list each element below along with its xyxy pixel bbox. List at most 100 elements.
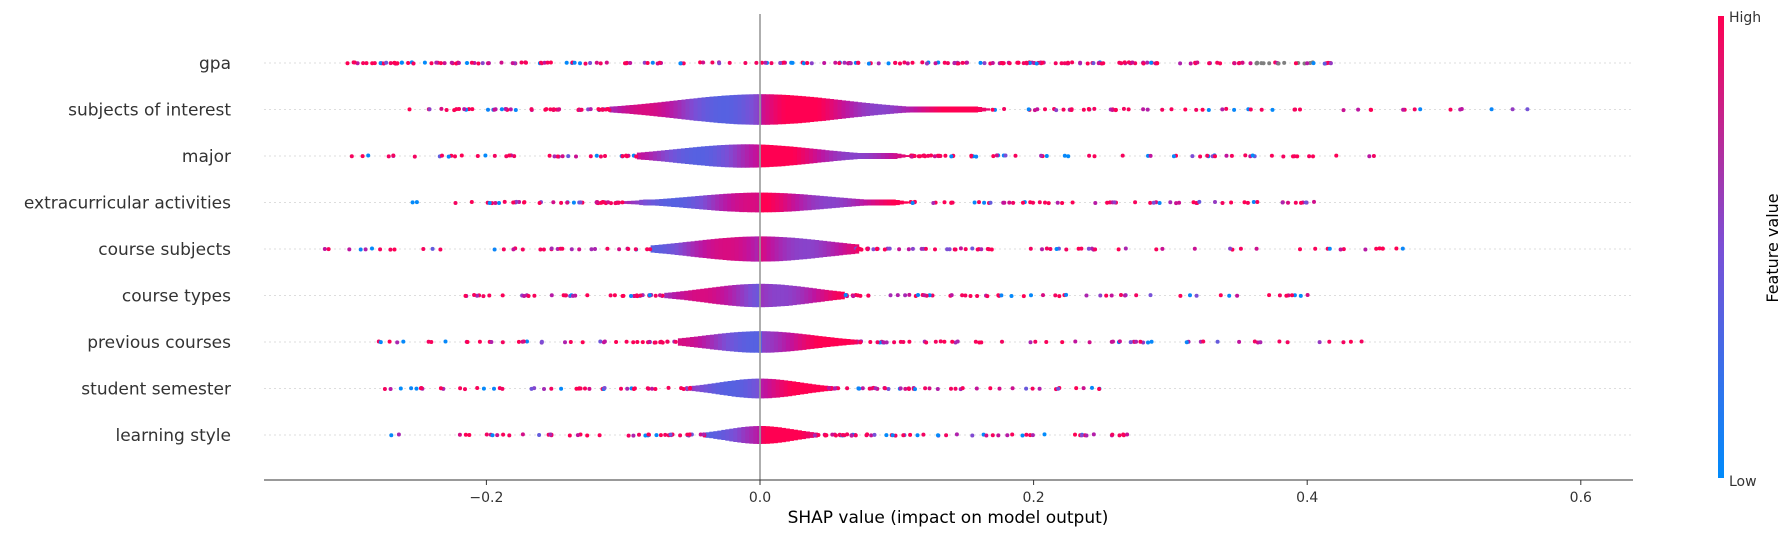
violin-slice (731, 380, 737, 397)
violin-slice (733, 428, 738, 442)
shap-point (1171, 154, 1176, 159)
shap-point (1070, 200, 1075, 205)
shap-point (419, 386, 424, 390)
shap-point (1145, 107, 1150, 112)
violin-slice (793, 429, 798, 441)
shap-point (1005, 433, 1010, 438)
violin-slice (652, 151, 658, 161)
shap-point (1028, 246, 1033, 251)
violin-slice (798, 238, 804, 260)
shap-point (1081, 107, 1086, 112)
shap-point (1041, 293, 1045, 298)
violin-slice (665, 101, 671, 118)
violin-slice (844, 152, 850, 160)
shap-point (538, 60, 543, 65)
violin-slice (732, 144, 738, 168)
violin-slice (802, 238, 808, 260)
violin-slice (658, 244, 664, 254)
violin-slice (830, 241, 836, 257)
violin-slice (929, 106, 935, 113)
shap-point (399, 60, 404, 65)
shap-point (949, 386, 953, 391)
shap-point (1178, 293, 1183, 298)
violin-slice (823, 385, 829, 392)
shap-point (481, 294, 486, 299)
shap-point (907, 387, 911, 391)
violin-slice (763, 192, 768, 213)
feature-row (264, 236, 1633, 262)
shap-point (1348, 339, 1353, 344)
violin-slice (751, 378, 757, 399)
violin-slice (765, 94, 771, 125)
shap-point (395, 61, 400, 66)
shap-point (1057, 294, 1062, 299)
violin-slice (676, 291, 681, 300)
violin-slice (746, 236, 752, 262)
shap-point (1525, 107, 1530, 112)
shap-point (459, 153, 464, 158)
shap-point (1282, 60, 1287, 65)
shap-point (1039, 153, 1044, 158)
violin-slice (836, 291, 841, 300)
violin-slice (693, 98, 699, 121)
shap-point (438, 247, 443, 252)
shap-point (1328, 61, 1333, 66)
shap-point (701, 432, 706, 437)
shap-point (1085, 61, 1090, 66)
shap-point (876, 61, 881, 66)
shap-point (623, 61, 627, 66)
feature-labels: gpa subjects of interest major extracurricu… (24, 54, 231, 446)
violin-slice (744, 144, 750, 168)
violin-slice (713, 96, 719, 123)
violin-slice (764, 144, 770, 168)
shap-point (915, 433, 920, 438)
violin-slice (747, 378, 753, 399)
shap-point (378, 340, 383, 345)
violin-slice (724, 144, 730, 168)
shap-point (1011, 200, 1016, 205)
violin-slice (712, 287, 717, 304)
shap-point (522, 294, 527, 298)
shap-point (698, 60, 703, 65)
violin-slice (855, 198, 860, 207)
shap-point (480, 61, 485, 66)
feature-row (264, 426, 1633, 444)
shap-point (395, 340, 400, 345)
violin-slice (899, 200, 904, 205)
violin-slice (793, 333, 799, 351)
shap-point (681, 387, 686, 391)
shap-point (884, 340, 889, 345)
shap-point (858, 293, 863, 298)
shap-point (999, 293, 1004, 298)
violin-slice (729, 95, 735, 124)
shap-point (857, 386, 862, 391)
shap-point (1232, 61, 1237, 66)
violin-slice (806, 239, 812, 259)
violin-slice (712, 145, 718, 167)
violin-slice (739, 193, 744, 213)
shap-point (484, 432, 489, 437)
shap-point (1056, 386, 1061, 391)
violin-slice (656, 150, 662, 162)
violin-slice (977, 107, 983, 112)
shap-point (657, 60, 662, 65)
shap-point (875, 340, 880, 345)
shap-point (401, 339, 406, 344)
shap-point (1322, 61, 1327, 66)
shap-point (580, 340, 585, 345)
violin-slice (809, 335, 815, 349)
shap-point (486, 107, 490, 112)
shap-point (1000, 61, 1005, 66)
shap-point (985, 294, 990, 299)
shap-point (924, 340, 929, 345)
shap-point (529, 107, 534, 112)
shap-point (936, 433, 940, 438)
shap-point (1218, 293, 1223, 298)
violin-slice (766, 236, 772, 262)
violin-slice (719, 194, 724, 211)
violin-slice (703, 195, 708, 210)
feature-row (264, 331, 1633, 353)
violin-slice (696, 289, 701, 302)
violin-slice (760, 283, 765, 308)
shap-point (974, 386, 979, 391)
